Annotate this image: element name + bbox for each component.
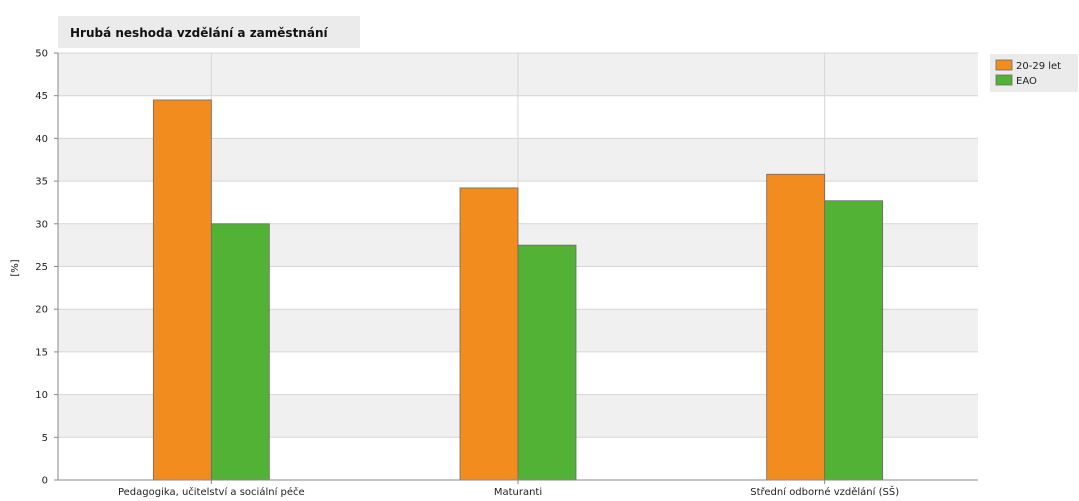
y-tick-label-10: 50 (35, 49, 48, 60)
legend-label-0: 20-29 let (1016, 61, 1061, 72)
x-category-label-2: Střední odborné vzdělání (SŠ) (750, 485, 899, 498)
legend-swatch-1 (995, 74, 1013, 86)
y-tick-label-4: 20 (35, 305, 48, 316)
x-category-label-1: Maturanti (494, 487, 542, 498)
y-tick-label-5: 25 (35, 262, 48, 273)
y-tick-label-2: 10 (35, 390, 48, 401)
legend-label-1: EAO (1016, 76, 1037, 87)
bar-20-29-let-2 (766, 173, 826, 481)
chart-title: Hrubá neshoda vzdělání a zaměstnání (70, 26, 328, 40)
y-tick-label-1: 5 (42, 433, 48, 444)
y-tick-labels: 0 5 10 15 20 25 30 35 40 45 50 (35, 49, 48, 487)
bar-EAO-1 (517, 244, 577, 481)
x-category-label-0: Pedagogika, učitelství a sociální péče (118, 486, 305, 498)
chart-title-box: Hrubá neshoda vzdělání a zaměstnání (58, 16, 360, 48)
bars (152, 99, 884, 481)
axes (54, 52, 978, 484)
y-tick-label-7: 35 (35, 177, 48, 188)
y-tick-label-3: 15 (35, 347, 48, 358)
y-axis-label: [%] (10, 259, 21, 276)
bar-20-29-let-1 (459, 187, 519, 481)
x-category-labels: Pedagogika, učitelství a sociální péče Ma… (118, 485, 899, 498)
legend-swatch-0 (995, 59, 1013, 71)
bar-20-29-let-0 (152, 99, 212, 481)
y-tick-label-6: 30 (35, 219, 48, 230)
y-tick-label-9: 45 (35, 91, 48, 102)
y-tick-label-8: 40 (35, 134, 48, 145)
bar-EAO-2 (824, 200, 884, 481)
legend: 20-29 let EAO (990, 54, 1078, 92)
bar-EAO-0 (210, 223, 270, 481)
y-tick-label-0: 0 (42, 476, 48, 487)
